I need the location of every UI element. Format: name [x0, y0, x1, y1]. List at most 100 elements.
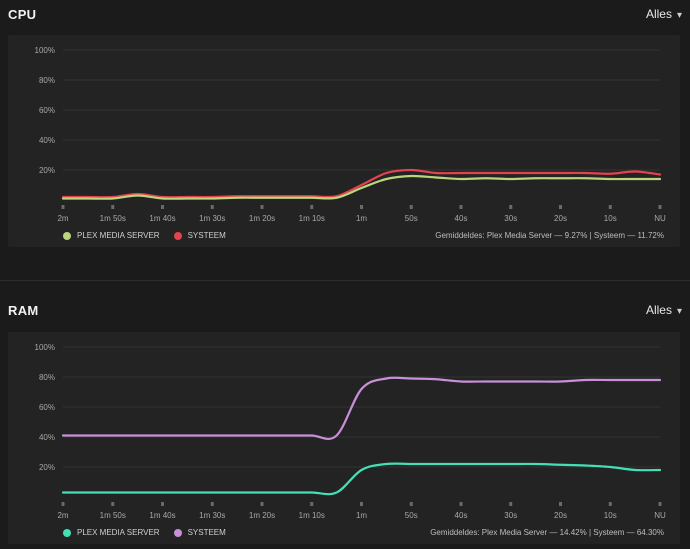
ram-x-tick-label: 2m: [57, 511, 68, 520]
ram-chart: 100% 80% 60% 40% 20% 2m 1m 50s 1m 40s 1m 30s 1m 2…: [35, 343, 666, 520]
cpu-y-tick-label: 20%: [39, 166, 55, 175]
cpu-x-tick: [111, 205, 115, 209]
ram-legend-pms[interactable]: PLEX MEDIA SERVER: [63, 528, 160, 537]
legend-dot-icon: [173, 528, 182, 537]
ram-legend-pms-label: PLEX MEDIA SERVER: [77, 528, 160, 537]
ram-x-tick-label: 20s: [554, 511, 567, 520]
cpu-x-tick-label: 20s: [554, 214, 567, 223]
ram-y-tick-label: 80%: [39, 373, 55, 382]
ram-x-tick: [608, 502, 612, 506]
ram-x-tick: [161, 502, 164, 506]
ram-x-tick: [210, 502, 214, 506]
ram-y-tick-label: 20%: [39, 463, 55, 472]
ram-x-tick-label: 30s: [504, 511, 517, 520]
cpu-range-value: Alles: [645, 7, 672, 21]
ram-series-line-system[interactable]: [61, 376, 662, 441]
cpu-x-tick-label: 1m 50s: [100, 214, 126, 223]
cpu-x-tick-label: 2m: [57, 214, 68, 223]
ram-x-tick-label: 10s: [604, 511, 617, 520]
ram-legend: PLEX MEDIA SERVER SYSTEEM: [63, 528, 240, 537]
cpu-x-tick: [409, 205, 413, 209]
ram-series-line-pms[interactable]: [61, 462, 662, 496]
cpu-legend-system-label: SYSTEEM: [187, 231, 226, 240]
cpu-x-tick-label: NU: [654, 214, 666, 223]
ram-range-value: Alles: [645, 303, 672, 317]
cpu-avg-sys-value: 11.72%: [637, 231, 664, 240]
ram-x-tick: [360, 502, 363, 506]
cpu-y-tick-label: 40%: [39, 136, 55, 145]
cpu-chart: 100% 80% 60% 40% 20% 2m 1m 50s 1m 40s 1m 30s 1m 2…: [35, 46, 666, 223]
ram-x-tick: [61, 502, 65, 506]
cpu-x-tick: [260, 205, 264, 209]
ram-avg-pms-label: Plex Media Server: [481, 528, 548, 537]
cpu-x-tick-label: 30s: [504, 214, 517, 223]
cpu-x-tick-label: 1m 10s: [299, 214, 325, 223]
cpu-x-tick-label: 1m: [356, 214, 367, 223]
cpu-y-tick-label: 80%: [39, 76, 55, 85]
ram-x-tick-label: 50s: [405, 511, 418, 520]
ram-x-tick: [310, 502, 314, 506]
cpu-x-tick: [161, 205, 164, 209]
ram-y-tick-label: 60%: [39, 403, 55, 412]
ram-x-tick-label: 40s: [455, 511, 468, 520]
ram-x-tick: [559, 502, 562, 506]
ram-average-text: Gemiddeldes: Plex Media Server — 14.42% …: [430, 528, 664, 537]
legend-dot-icon: [173, 231, 182, 240]
cpu-x-tick: [658, 205, 662, 209]
cpu-x-tick: [559, 205, 562, 209]
cpu-avg-sys-label: Systeem: [593, 231, 625, 240]
ram-x-tick-label: 1m 20s: [249, 511, 275, 520]
cpu-avg-pms-label: Plex Media Server: [486, 231, 553, 240]
cpu-x-tick-label: 1m 30s: [199, 214, 225, 223]
ram-x-tick: [111, 502, 115, 506]
cpu-legend: PLEX MEDIA SERVER SYSTEEM: [63, 231, 240, 240]
cpu-x-tick-label: 40s: [455, 214, 468, 223]
ram-x-tick-label: NU: [654, 511, 666, 520]
cpu-legend-pms-label: PLEX MEDIA SERVER: [77, 231, 160, 240]
ram-x-tick-label: 1m 10s: [299, 511, 325, 520]
cpu-section: CPU Alles ▾ 100% 80% 60% 40% 20% 2m 1m 50s 1m 40…: [0, 0, 690, 270]
cpu-x-tick-label: 50s: [405, 214, 418, 223]
ram-x-tick: [459, 502, 463, 506]
cpu-series-line-system[interactable]: [61, 168, 662, 199]
cpu-average-text: Gemiddeldes: Plex Media Server — 9.27% |…: [435, 231, 664, 240]
ram-y-tick-label: 40%: [39, 433, 55, 442]
cpu-title: CPU: [8, 7, 37, 22]
ram-avg-sys-value: 64.30%: [636, 528, 664, 537]
cpu-y-tick-label: 100%: [35, 46, 55, 55]
cpu-x-tick-label: 10s: [604, 214, 617, 223]
cpu-legend-system[interactable]: SYSTEEM: [173, 231, 226, 240]
cpu-series-line-pms[interactable]: [61, 174, 662, 200]
section-divider: [0, 280, 690, 281]
cpu-x-tick: [61, 205, 65, 209]
cpu-range-dropdown[interactable]: Alles ▾: [646, 7, 682, 21]
legend-dot-icon: [63, 231, 71, 240]
cpu-x-tick: [608, 205, 612, 209]
ram-chart-panel: 100% 80% 60% 40% 20% 2m 1m 50s 1m 40s 1m 30s 1m 2…: [8, 332, 680, 544]
ram-x-tick-label: 1m: [356, 511, 367, 520]
ram-x-tick: [509, 502, 513, 506]
ram-range-dropdown[interactable]: Alles ▾: [646, 303, 682, 317]
ram-avg-prefix: Gemiddeldes:: [430, 528, 480, 537]
ram-legend-system[interactable]: SYSTEEM: [173, 528, 226, 537]
cpu-y-tick-label: 60%: [39, 106, 55, 115]
ram-x-tick: [409, 502, 413, 506]
cpu-x-tick: [459, 205, 463, 209]
ram-x-tick-label: 1m 50s: [100, 511, 126, 520]
chevron-down-icon: ▾: [676, 10, 682, 21]
cpu-x-tick-label: 1m 40s: [149, 214, 175, 223]
chevron-down-icon: ▾: [676, 306, 682, 317]
ram-y-tick-label: 100%: [35, 343, 55, 352]
cpu-x-tick: [509, 205, 513, 209]
ram-section: RAM Alles ▾ 100% 80% 60% 40% 20% 2m 1m 50s 1m 40…: [0, 296, 690, 547]
ram-avg-pms-value: 14.42%: [559, 528, 587, 537]
cpu-x-tick: [360, 205, 363, 209]
cpu-avg-prefix: Gemiddeldes:: [435, 231, 485, 240]
ram-avg-sys-label: Systeem: [593, 528, 625, 537]
cpu-legend-pms[interactable]: PLEX MEDIA SERVER: [63, 231, 160, 240]
cpu-avg-pms-value: 9.27%: [564, 231, 588, 240]
cpu-chart-panel: 100% 80% 60% 40% 20% 2m 1m 50s 1m 40s 1m 30s 1m 2…: [8, 35, 680, 247]
ram-legend-system-label: SYSTEEM: [187, 528, 226, 537]
ram-x-tick: [260, 502, 264, 506]
cpu-x-tick: [210, 205, 214, 209]
